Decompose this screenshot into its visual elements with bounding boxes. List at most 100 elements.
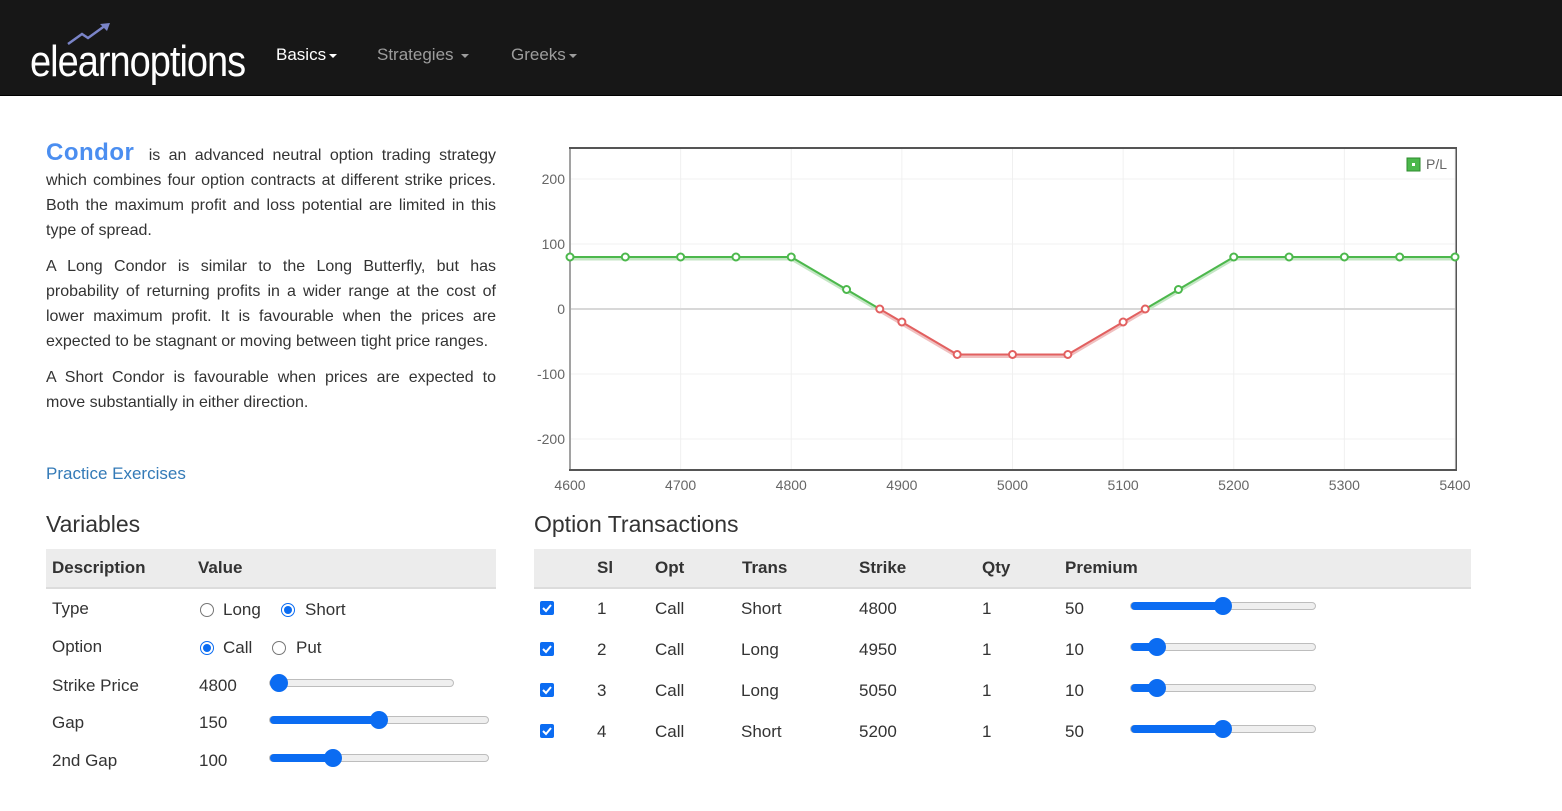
cell-sl: 2: [597, 640, 607, 659]
intro-paragraph-1-text: is an advanced neutral option trading st…: [46, 147, 496, 239]
series-shadow: [1177, 257, 1235, 293]
series-shadow: [790, 257, 848, 293]
slider-thumb[interactable]: [324, 749, 342, 767]
cell-opt: Call: [655, 640, 685, 659]
slider-thumb[interactable]: [1214, 597, 1232, 615]
x-tick-label: 4900: [886, 477, 917, 493]
row-checkbox[interactable]: [540, 724, 554, 738]
cell-opt: Call: [655, 599, 685, 618]
navbar: elearnoptions Basics Strategies Greeks: [0, 0, 1562, 96]
x-tick-label: 4700: [665, 477, 696, 493]
type-long-label: Long: [223, 600, 261, 619]
logo-arrow-icon: [67, 23, 110, 46]
data-point: [1284, 252, 1294, 262]
data-point: [676, 252, 686, 262]
intro-paragraph-3: A Short Condor is favourable when prices…: [46, 369, 496, 411]
premium-slider[interactable]: [1130, 679, 1316, 697]
series-shadow: [1067, 322, 1124, 358]
cell-premium: 50: [1065, 599, 1084, 618]
second-gap-label: 2nd Gap: [52, 751, 118, 770]
nav-strategies[interactable]: Strategies: [377, 45, 470, 65]
data-point: [875, 304, 885, 314]
cell-trans: Long: [741, 681, 779, 700]
cell-qty: 1: [982, 722, 992, 741]
option-put-radio[interactable]: [272, 641, 286, 655]
premium-slider[interactable]: [1130, 638, 1316, 656]
slider-thumb[interactable]: [370, 711, 388, 729]
second-gap-slider[interactable]: [269, 749, 489, 767]
header-sl: Sl: [597, 558, 614, 577]
option-label: Option: [52, 637, 103, 656]
premium-slider[interactable]: [1130, 720, 1316, 738]
cell-qty: 1: [982, 681, 992, 700]
header-trans: Trans: [742, 558, 788, 577]
cell-strike: 5200: [859, 722, 897, 741]
gap-label: Gap: [52, 713, 85, 732]
second-gap-value: 100: [199, 751, 228, 770]
intro-text: Condor is an advanced neutral option tra…: [46, 140, 496, 426]
header-description: Description: [52, 558, 146, 577]
intro-paragraph-2: A Long Condor is similar to the Long But…: [46, 258, 496, 350]
data-point: [731, 252, 741, 262]
site-logo[interactable]: elearnoptions: [30, 22, 246, 86]
x-tick-label: 5400: [1439, 477, 1470, 493]
type-short-radio[interactable]: [281, 603, 295, 617]
legend-label: P/L: [1426, 156, 1447, 172]
intro-paragraph-1: Condor is an advanced neutral option tra…: [46, 140, 496, 243]
y-tick-label: 0: [557, 301, 565, 317]
cell-premium: 10: [1065, 681, 1084, 700]
option-put-label: Put: [296, 638, 322, 657]
type-label: Type: [52, 599, 89, 618]
option-call-label: Call: [223, 638, 253, 657]
data-point: [1063, 350, 1073, 359]
slider-thumb[interactable]: [1147, 679, 1166, 697]
data-point: [786, 252, 796, 262]
cell-premium: 10: [1065, 640, 1084, 659]
header-qty: Qty: [982, 558, 1011, 577]
variables-title: Variables: [46, 511, 141, 537]
data-point: [1395, 252, 1405, 262]
option-call-radio[interactable]: [200, 641, 214, 655]
cell-opt: Call: [655, 722, 685, 741]
slider-thumb[interactable]: [1214, 720, 1232, 738]
type-long-radio[interactable]: [200, 603, 214, 617]
slider-fill: [1131, 602, 1223, 610]
option-transactions-title: Option Transactions: [534, 511, 739, 537]
nav-strategies-label: Strategies: [377, 45, 454, 64]
cell-sl: 4: [597, 722, 607, 741]
series-shadow: [1144, 290, 1180, 313]
cell-opt: Call: [655, 681, 685, 700]
series-shadow: [901, 322, 958, 358]
cell-premium: 50: [1065, 722, 1084, 741]
row-checkbox[interactable]: [540, 601, 554, 615]
checkmark-icon: [542, 645, 552, 654]
data-point: [1140, 304, 1150, 314]
gap-value: 150: [199, 713, 228, 732]
nav-greeks[interactable]: Greeks: [511, 45, 577, 65]
strike-price-value: 4800: [199, 676, 237, 695]
data-point: [1229, 252, 1239, 262]
gap-slider[interactable]: [269, 711, 489, 729]
slider-thumb[interactable]: [270, 674, 288, 692]
slider-fill: [1131, 643, 1157, 651]
premium-slider[interactable]: [1130, 597, 1316, 615]
x-tick-label: 4600: [554, 477, 585, 493]
strike-price-label: Strike Price: [52, 676, 139, 695]
cell-sl: 3: [597, 681, 607, 700]
series-segment: [846, 288, 881, 310]
chevron-down-icon: [329, 53, 338, 58]
nav-basics[interactable]: Basics: [276, 45, 338, 65]
nav-basics-label: Basics: [276, 45, 327, 64]
row-checkbox[interactable]: [540, 642, 554, 656]
cell-trans: Short: [741, 599, 782, 618]
data-point: [1008, 350, 1017, 359]
header-strike: Strike: [859, 558, 907, 577]
data-point: [620, 252, 630, 262]
strike-price-slider[interactable]: [269, 674, 454, 692]
practice-exercises-link[interactable]: Practice Exercises: [46, 464, 186, 483]
cell-qty: 1: [982, 599, 992, 618]
series-segment: [901, 321, 958, 356]
row-checkbox[interactable]: [540, 683, 554, 697]
slider-thumb[interactable]: [1147, 638, 1166, 656]
data-point: [1173, 285, 1183, 294]
